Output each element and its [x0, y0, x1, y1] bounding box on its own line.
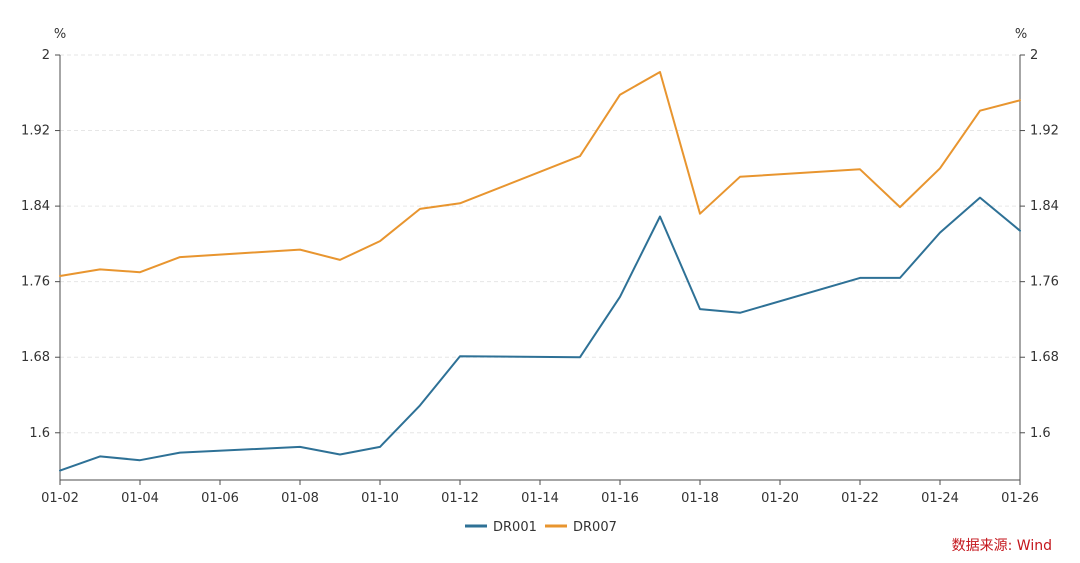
x-tick-label: 01-12	[441, 491, 479, 506]
data-point-dr001	[418, 403, 423, 408]
data-point-dr007	[938, 166, 943, 171]
data-point-dr001	[378, 444, 383, 449]
data-point-dr007	[338, 257, 343, 262]
left-y-tick-label: 1.68	[21, 350, 50, 365]
data-point-dr007	[138, 270, 143, 275]
data-point-dr001	[578, 355, 583, 360]
left-y-tick-label: 1.76	[21, 275, 50, 290]
data-point-dr007	[178, 255, 183, 260]
data-point-dr007	[1018, 98, 1023, 103]
source-note: 数据来源: Wind	[952, 538, 1052, 554]
data-point-dr001	[458, 354, 463, 359]
data-point-dr007	[858, 167, 863, 172]
series-lines	[58, 70, 1023, 473]
left-y-tick-label: 1.6	[29, 426, 50, 441]
x-tick-label: 01-14	[521, 491, 559, 506]
data-point-dr001	[298, 444, 303, 449]
x-tick-label: 01-02	[41, 491, 79, 506]
data-point-dr007	[698, 211, 703, 216]
data-point-dr001	[978, 195, 983, 200]
x-tick-label: 01-04	[121, 491, 159, 506]
series-line-dr007	[59, 71, 1021, 277]
data-point-dr007	[98, 267, 103, 272]
data-point-dr001	[938, 230, 943, 235]
data-point-dr001	[618, 294, 623, 299]
legend-label-dr007: DR007	[573, 520, 617, 535]
data-point-dr007	[378, 239, 383, 244]
right-y-unit-label: %	[1015, 27, 1027, 42]
data-point-dr001	[738, 310, 743, 315]
data-point-dr007	[58, 274, 63, 279]
data-point-dr001	[58, 468, 63, 473]
data-point-dr001	[858, 275, 863, 280]
data-point-dr007	[978, 108, 983, 113]
axes	[59, 55, 1021, 481]
left-y-tick-label: 2	[42, 48, 50, 63]
right-y-tick-label: 1.92	[1030, 124, 1059, 139]
x-tick-label: 01-08	[281, 491, 319, 506]
data-point-dr007	[458, 201, 463, 206]
data-point-dr001	[338, 452, 343, 457]
x-tick-label: 01-16	[601, 491, 639, 506]
series-line-dr001	[59, 196, 1021, 472]
x-tick-labels: 01-02 01-04 01-06 01-08 01-10 01-12 01-14 01-16…	[41, 480, 1039, 506]
x-tick-label: 01-18	[681, 491, 719, 506]
left-y-unit-label: %	[54, 27, 66, 42]
left-y-tick-labels: 1.6 1.68 1.76 1.84 1.92 2	[21, 48, 60, 441]
data-point-dr001	[658, 214, 663, 219]
data-point-dr007	[658, 70, 663, 75]
right-y-tick-labels: 1.6 1.68 1.76 1.84 1.92 2	[1020, 48, 1059, 441]
x-tick-label: 01-10	[361, 491, 399, 506]
data-point-dr001	[138, 458, 143, 463]
x-tick-label: 01-06	[201, 491, 239, 506]
x-tick-label: 01-26	[1001, 491, 1039, 506]
right-y-tick-label: 2	[1030, 48, 1038, 63]
x-tick-label: 01-24	[921, 491, 959, 506]
data-point-dr007	[418, 206, 423, 211]
data-point-dr001	[698, 307, 703, 312]
right-y-tick-label: 1.6	[1030, 426, 1051, 441]
left-y-tick-label: 1.84	[21, 199, 50, 214]
data-point-dr001	[178, 450, 183, 455]
data-point-dr001	[1018, 228, 1023, 233]
right-y-tick-label: 1.84	[1030, 199, 1059, 214]
right-y-tick-label: 1.68	[1030, 350, 1059, 365]
data-point-dr007	[738, 174, 743, 179]
data-point-dr007	[298, 247, 303, 252]
data-point-dr007	[618, 92, 623, 97]
legend: DR001 DR007	[465, 520, 617, 535]
data-point-dr007	[898, 205, 903, 210]
grid-lines	[60, 54, 1020, 434]
right-y-tick-label: 1.76	[1030, 275, 1059, 290]
data-point-dr007	[578, 154, 583, 159]
data-point-dr001	[898, 275, 903, 280]
legend-label-dr001: DR001	[493, 520, 537, 535]
data-point-dr001	[98, 454, 103, 459]
x-tick-label: 01-22	[841, 491, 879, 506]
x-tick-label: 01-20	[761, 491, 799, 506]
left-y-tick-label: 1.92	[21, 124, 50, 139]
